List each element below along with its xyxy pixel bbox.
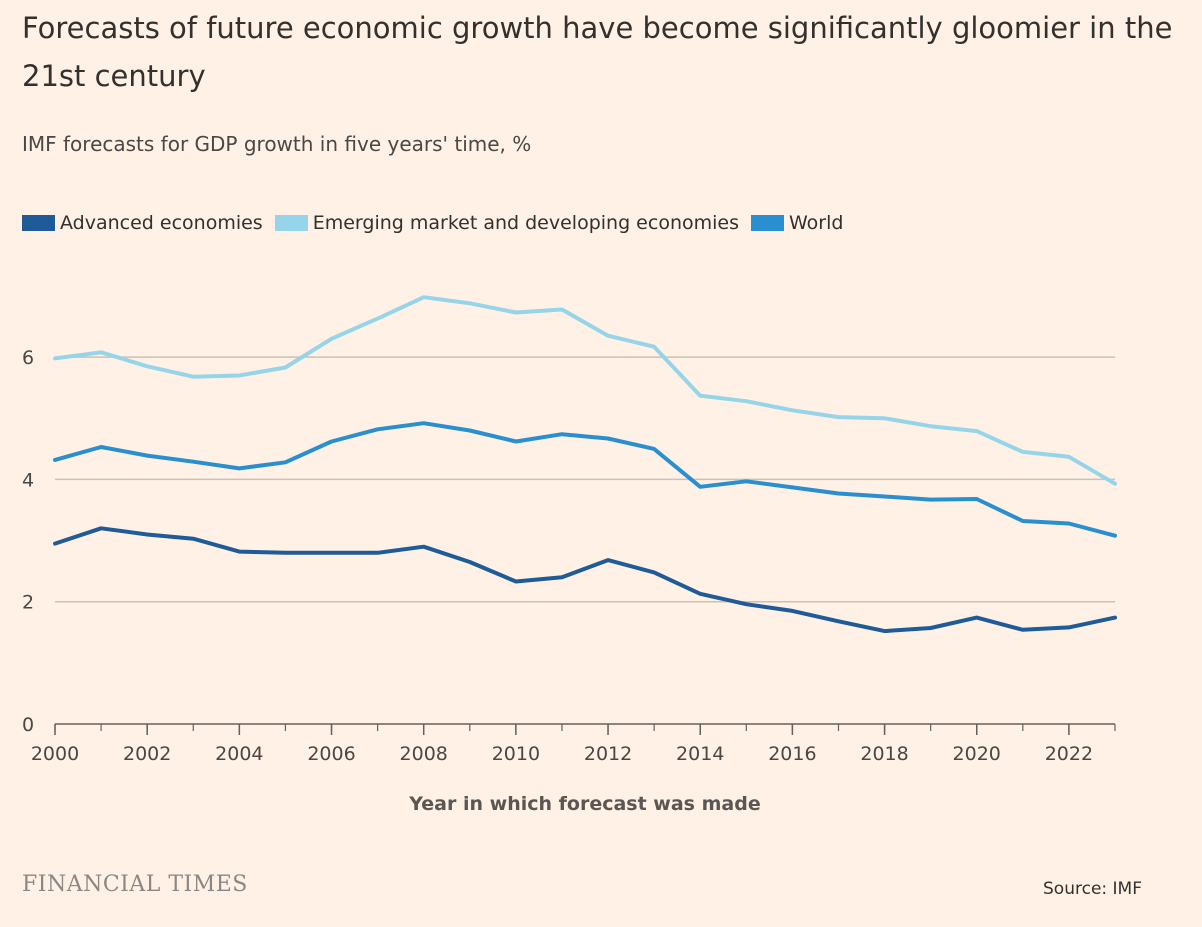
grid-lines — [55, 356, 1115, 603]
x-tick-label: 2000 — [31, 743, 79, 765]
legend-item-advanced: Advanced economies — [22, 212, 263, 234]
chart-title: Forecasts of future economic growth have… — [22, 11, 1173, 93]
series-line-world — [53, 421, 1117, 538]
x-tick-label: 2008 — [400, 743, 448, 765]
legend-label-emerging: Emerging market and developing economies — [312, 212, 739, 234]
x-tick-label: 2014 — [676, 743, 724, 765]
legend-swatch-advanced — [22, 215, 55, 231]
series-line-emerging — [53, 295, 1117, 486]
x-tick-label: 2010 — [492, 743, 540, 765]
series-lines — [53, 295, 1117, 634]
x-tick-label: 2016 — [768, 743, 816, 765]
chart-subtitle: IMF forecasts for GDP growth in five yea… — [22, 132, 532, 156]
axes: 0 2 4 6 2000 2002 2004 2006 2008 2010 2012 2014 2016… — [22, 347, 1116, 765]
legend-label-advanced: Advanced economies — [60, 212, 263, 234]
legend: Advanced economies Emerging market and d… — [22, 212, 855, 234]
x-tick-label: 2006 — [307, 743, 355, 765]
source-note: Source: IMF — [1043, 879, 1142, 899]
legend-label-world: World — [789, 212, 844, 234]
x-axis-label: Year in which forecast was made — [409, 793, 761, 815]
x-tick-label: 2018 — [860, 743, 908, 765]
legend-swatch-emerging — [274, 215, 308, 231]
y-tick-label: 0 — [22, 714, 34, 736]
x-tick-label: 2020 — [953, 743, 1001, 765]
x-tick-label: 2004 — [215, 743, 263, 765]
series-line-advanced — [53, 526, 1117, 634]
x-tick-label: 2012 — [584, 743, 632, 765]
legend-item-world: World — [751, 212, 843, 234]
legend-swatch-world — [751, 215, 784, 231]
x-tick-label: 2022 — [1045, 743, 1093, 765]
y-tick-label: 4 — [22, 469, 34, 491]
legend-item-emerging: Emerging market and developing economies — [274, 212, 739, 234]
x-tick-label: 2002 — [123, 743, 171, 765]
y-tick-label: 6 — [22, 347, 34, 369]
brand-logo: FINANCIAL TIMES — [22, 872, 248, 897]
y-tick-label: 2 — [22, 592, 34, 614]
